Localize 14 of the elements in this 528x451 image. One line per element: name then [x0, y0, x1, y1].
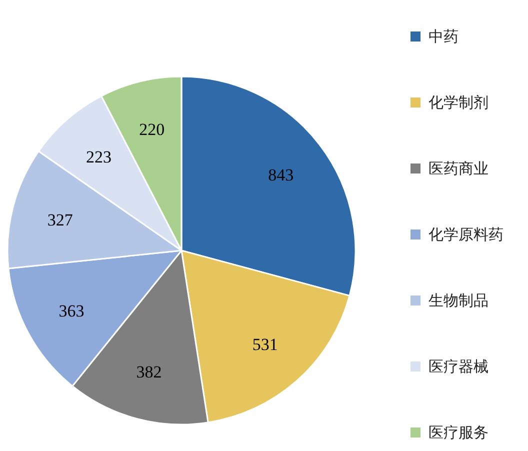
data-label: 382 [136, 362, 162, 382]
data-label: 843 [268, 165, 294, 184]
data-label: 220 [139, 120, 165, 139]
legend-label: 化学制剂 [428, 94, 488, 112]
data-label: 327 [47, 210, 74, 230]
data-label: 363 [58, 301, 84, 320]
legend-label: 中药 [428, 28, 458, 46]
legend-label: 医药商业 [428, 160, 488, 178]
legend-label: 化学原料药 [428, 226, 504, 244]
data-label: 531 [252, 334, 278, 354]
legend-label: 医疗器械 [428, 358, 488, 376]
legend-label: 生物制品 [428, 292, 488, 310]
data-label: 223 [86, 147, 112, 166]
legend-label: 医疗服务 [428, 424, 488, 442]
